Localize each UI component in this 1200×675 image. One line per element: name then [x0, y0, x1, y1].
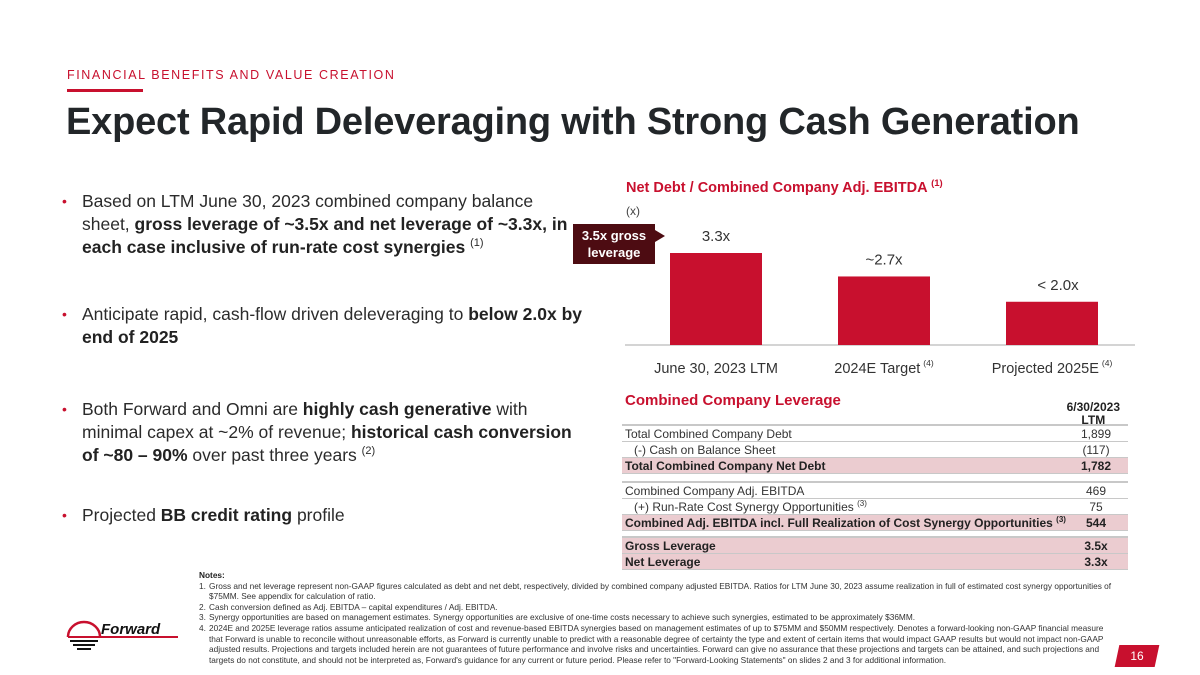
data-label-1: ~2.7x [865, 251, 903, 268]
footnote-ref: (1) [470, 237, 484, 249]
chart-title: Net Debt / Combined Company Adj. EBITDA … [626, 178, 943, 196]
footnote-text: 2024E and 2025E leverage ratios assume a… [209, 622, 1104, 665]
bullet-text-segment: Both Forward and Omni are [82, 399, 303, 419]
bullet-text-segment: Anticipate rapid, cash-flow driven delev… [82, 304, 469, 324]
bullet-text-segment: highly cash generative [302, 399, 492, 419]
table-row: Gross Leverage 3.5x [622, 538, 1128, 554]
row-value: 1,899 [1080, 427, 1112, 441]
table-group-debt: Total Combined Company Debt 1,899 (-) Cash… [622, 424, 1128, 474]
gross-leverage-callout: 3.5x gross leverage [573, 224, 655, 264]
row-value: 1,782 [1080, 459, 1112, 473]
row-label-text: Gross Leverage [625, 539, 716, 553]
table-row: (+) Run-Rate Cost Synergy Opportunities … [622, 499, 1128, 515]
row-label: Combined Company Adj. EBITDA [625, 483, 804, 498]
bullet-item: • Based on LTM June 30, 2023 combined com… [62, 190, 582, 259]
bullet-text-segment: with minimal capex at ~2% of revenue; [82, 399, 528, 442]
leverage-bar-chart: 3.3x June 30, 2023 LTM ~2.7x 2024E Target (4… [625, 228, 1135, 377]
bullet-text-segment: Based on LTM June 30, 2023 combined comp… [82, 191, 534, 234]
row-label: Total Combined Company Debt [625, 426, 792, 441]
row-label-text: Combined Company Adj. EBITDA [625, 484, 805, 498]
footnote-number: 3. [199, 612, 206, 623]
row-label-text: (-) Cash on Balance Sheet [634, 443, 776, 457]
row-value: 469 [1085, 484, 1107, 498]
row-label-text: (+) Run-Rate Cost Synergy Opportunities [634, 500, 854, 514]
table-row: Combined Company Adj. EBITDA 469 [622, 483, 1128, 499]
data-label-0: 3.3x [702, 228, 731, 245]
category-label-2: Projected 2025E (4) [992, 358, 1113, 377]
page-number-badge: 16 [1114, 645, 1160, 667]
row-label: Gross Leverage [625, 538, 716, 553]
bar-0 [670, 253, 762, 345]
bullet-item: • Anticipate rapid, cash-flow driven dele… [62, 303, 582, 349]
footnote-ref: (3) [1056, 515, 1066, 524]
row-label: Total Combined Company Net Debt [625, 458, 825, 473]
bullet-dot-icon: • [62, 193, 67, 209]
bullet-text-segment: Projected [82, 505, 161, 525]
row-value: 3.5x [1084, 539, 1108, 553]
row-label-text: Total Combined Company Net Debt [625, 459, 826, 473]
page-title: Expect Rapid Deleveraging with Strong Ca… [66, 101, 1080, 143]
table-row: Combined Adj. EBITDA incl. Full Realizat… [622, 515, 1128, 531]
row-label-text: Net Leverage [625, 555, 701, 569]
bullet-dot-icon: • [62, 306, 67, 322]
bullet-item: • Projected BB credit rating profile [62, 504, 345, 527]
bar-2 [1006, 301, 1098, 345]
notes-header: Notes: [199, 570, 225, 580]
footnote-text: Cash conversion defined as Adj. EBITDA –… [209, 601, 498, 612]
row-value: 3.3x [1084, 555, 1108, 569]
bullet-item: • Both Forward and Omni are highly cash g… [62, 398, 582, 467]
logo-emblem-icon [66, 620, 178, 650]
bullet-text-segment: over past three years [187, 445, 357, 465]
category-label-0: June 30, 2023 LTM [654, 361, 778, 377]
table-group-leverage: Gross Leverage 3.5x Net Leverage 3.3x [622, 536, 1128, 570]
footnote-item: 4. 2024E and 2025E leverage ratios assume… [199, 623, 1114, 665]
footnote-ref: (2) [361, 445, 376, 457]
logo-wordmark: Forward [101, 621, 161, 638]
table-row: Net Leverage 3.3x [622, 554, 1128, 570]
table-group-ebitda: Combined Company Adj. EBITDA 469 (+) Run-R… [622, 481, 1128, 531]
section-eyebrow: FINANCIAL BENEFITS AND VALUE CREATION [67, 68, 396, 82]
table-title: Combined Company Leverage [625, 392, 841, 409]
table-row: (-) Cash on Balance Sheet (117) [622, 442, 1128, 458]
footnote-ref: (4) [1102, 358, 1113, 368]
row-label-text: Total Combined Company Debt [625, 427, 792, 441]
footnote-ref: (3) [857, 499, 867, 508]
eyebrow-underline [67, 89, 143, 92]
table-row: Total Combined Company Net Debt 1,782 [622, 458, 1128, 474]
page-number: 16 [1130, 649, 1144, 663]
bullet-text-segment: gross leverage of ~3.5x and net leverage… [82, 214, 568, 257]
footnote-ref: (4) [923, 358, 934, 368]
row-label: Net Leverage [625, 554, 700, 569]
callout-pointer [655, 230, 665, 242]
row-label: (-) Cash on Balance Sheet [625, 442, 775, 457]
bullet-text-segment: profile [292, 505, 345, 525]
row-label-text: Combined Adj. EBITDA incl. Full Realizat… [625, 516, 1053, 530]
bullet-text-segment: historical cash conversion of ~80 – 90% [82, 422, 572, 465]
row-value: 544 [1085, 516, 1107, 530]
row-value: (117) [1082, 443, 1110, 457]
bullet-text-segment: below 2.0x by end of 2025 [82, 304, 582, 347]
footnotes: Notes: 1. Gross and net leverage represen… [199, 570, 1114, 665]
footnote-item: 2. Cash conversion defined as Adj. EBITDA… [199, 602, 1114, 613]
row-label: (+) Run-Rate Cost Synergy Opportunities … [625, 499, 867, 515]
footnote-number: 2. [199, 601, 206, 612]
category-label-1: 2024E Target (4) [834, 358, 934, 377]
footnote-item: 3. Synergy opportunities are based on man… [199, 612, 1114, 623]
row-label: Combined Adj. EBITDA incl. Full Realizat… [625, 515, 1066, 531]
footnote-text: Synergy opportunities are based on manag… [209, 612, 916, 623]
footnote-text: Gross and net leverage represent non-GAA… [209, 580, 1112, 602]
bar-1 [838, 276, 930, 345]
bullet-dot-icon: • [62, 507, 67, 523]
footnote-number: 4. [199, 622, 206, 633]
bullet-dot-icon: • [62, 401, 67, 417]
footnote-item: 1. Gross and net leverage represent non-G… [199, 581, 1114, 602]
forward-logo: Forward [66, 620, 178, 650]
chart-unit-label: (x) [626, 204, 640, 218]
table-row: Total Combined Company Debt 1,899 [622, 426, 1128, 442]
footnote-number: 1. [199, 580, 206, 591]
row-value: 75 [1089, 500, 1103, 514]
table-column-header: 6/30/2023 LTM [1066, 400, 1120, 427]
data-label-2: < 2.0x [1037, 277, 1079, 294]
bullet-text-segment: BB credit rating [160, 505, 293, 525]
